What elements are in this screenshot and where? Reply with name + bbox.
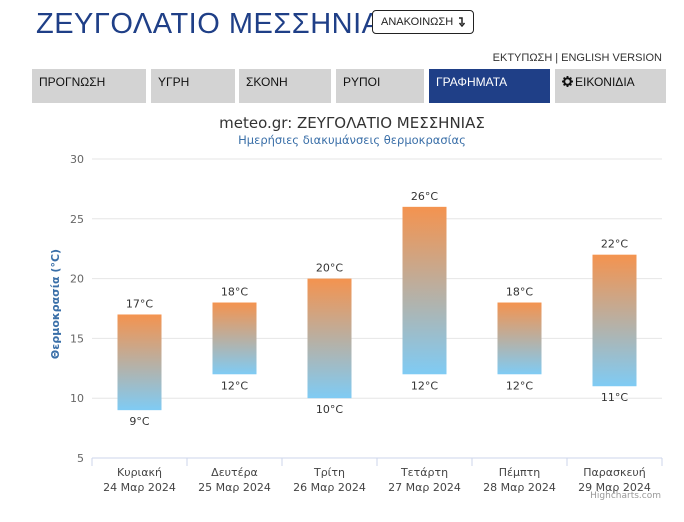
x-tick-date: 28 Μαρ 2024 (483, 481, 556, 494)
nav-tabs: ΠΡΟΓΝΩΣΗ ΥΓΡΗ ΣΚΟΝΗ ΡΥΠΟΙ ΓΡΑΦΗΜΑΤΑ ΕΙΚΟ… (32, 69, 666, 103)
x-tick-day: Πέμπτη (499, 466, 540, 479)
announcement-label: ΑΝΑΚΟΙΝΩΣΗ (381, 16, 454, 28)
tab-dust[interactable]: ΣΚΟΝΗ (239, 69, 331, 103)
temperature-chart: meteo.gr: ΖΕΥΓΟΛΑΤΙΟ ΜΕΣΣΗΝΙΑΣ Ημερήσιες… (0, 108, 684, 518)
tab-label: ΣΚΟΝΗ (246, 75, 288, 89)
x-tick-date: 27 Μαρ 2024 (388, 481, 461, 494)
high-temp-label: 18°C (221, 286, 248, 299)
x-tick-date: 29 Μαρ 2024 (578, 481, 651, 494)
gear-icon (562, 76, 573, 87)
high-temp-label: 17°C (126, 297, 153, 310)
tab-label: ΠΡΟΓΝΩΣΗ (39, 75, 106, 89)
tab-charts[interactable]: ΓΡΑΦΗΜΑΤΑ (429, 69, 550, 103)
tab-label: ΥΓΡΗ (158, 75, 190, 89)
temperature-range-bar[interactable] (307, 278, 352, 399)
chart-subtitle: Ημερήσιες διακυμάνσεις θερμοκρασίας (238, 133, 466, 147)
link-separator: | (555, 52, 559, 64)
y-tick-label: 15 (70, 332, 84, 345)
site-title: ΖΕΥΓΟΛΑΤΙΟ ΜΕΣΣΗΝΙΑΣ (36, 8, 400, 40)
high-temp-label: 20°C (316, 262, 343, 275)
x-tick-date: 24 Μαρ 2024 (103, 481, 176, 494)
x-tick-date: 25 Μαρ 2024 (198, 481, 271, 494)
y-tick-label: 10 (70, 392, 84, 405)
x-tick-day: Τετάρτη (400, 466, 448, 479)
print-link[interactable]: ΕΚΤΥΠΩΣΗ (492, 52, 553, 64)
tab-pollutants[interactable]: ΡΥΠΟΙ (336, 69, 424, 103)
announcement-button[interactable]: ΑΝΑΚΟΙΝΩΣΗ (372, 10, 475, 34)
tab-humidity[interactable]: ΥΓΡΗ (151, 69, 235, 103)
temperature-range-bar[interactable] (402, 206, 447, 375)
x-tick-day: Τρίτη (313, 466, 345, 479)
temperature-range-bar[interactable] (117, 314, 162, 411)
y-tick-label: 25 (70, 213, 84, 226)
low-temp-label: 11°C (601, 391, 628, 404)
chart-title: meteo.gr: ΖΕΥΓΟΛΑΤΙΟ ΜΕΣΣΗΝΙΑΣ (219, 114, 485, 132)
temperature-range-bar[interactable] (592, 254, 637, 387)
y-tick-label: 5 (77, 452, 84, 465)
low-temp-label: 12°C (411, 379, 438, 392)
x-tick-day: Δευτέρα (211, 466, 258, 479)
arrow-down-icon (459, 17, 466, 27)
english-version-link[interactable]: ENGLISH VERSION (561, 52, 662, 64)
y-tick-label: 30 (70, 153, 84, 166)
temperature-range-bar[interactable] (212, 302, 257, 375)
high-temp-label: 18°C (506, 286, 533, 299)
temperature-range-bar[interactable] (497, 302, 542, 375)
top-links: ΕΚΤΥΠΩΣΗ | ENGLISH VERSION (493, 52, 662, 64)
low-temp-label: 12°C (221, 379, 248, 392)
low-temp-label: 10°C (316, 403, 343, 416)
chart-credits[interactable]: Highcharts.com (590, 491, 661, 501)
x-tick-day: Κυριακή (117, 466, 162, 479)
tab-forecast[interactable]: ΠΡΟΓΝΩΣΗ (32, 69, 146, 103)
high-temp-label: 26°C (411, 190, 438, 203)
tab-icons[interactable]: ΕΙΚΟΝΙΔΙΑ (555, 69, 666, 103)
y-tick-label: 20 (70, 273, 84, 286)
high-temp-label: 22°C (601, 238, 628, 251)
x-tick-date: 26 Μαρ 2024 (293, 481, 366, 494)
tab-label: ΓΡΑΦΗΜΑΤΑ (436, 75, 508, 89)
low-temp-label: 12°C (506, 379, 533, 392)
chart-svg: meteo.gr: ΖΕΥΓΟΛΑΤΙΟ ΜΕΣΣΗΝΙΑΣ Ημερήσιες… (49, 114, 663, 501)
tab-label: ΡΥΠΟΙ (343, 75, 381, 89)
y-axis-title: Θερμοκρασία (°C) (49, 249, 62, 359)
x-tick-day: Παρασκευή (583, 466, 646, 479)
tab-label: ΕΙΚΟΝΙΔΙΑ (575, 75, 635, 89)
low-temp-label: 9°C (129, 415, 149, 428)
